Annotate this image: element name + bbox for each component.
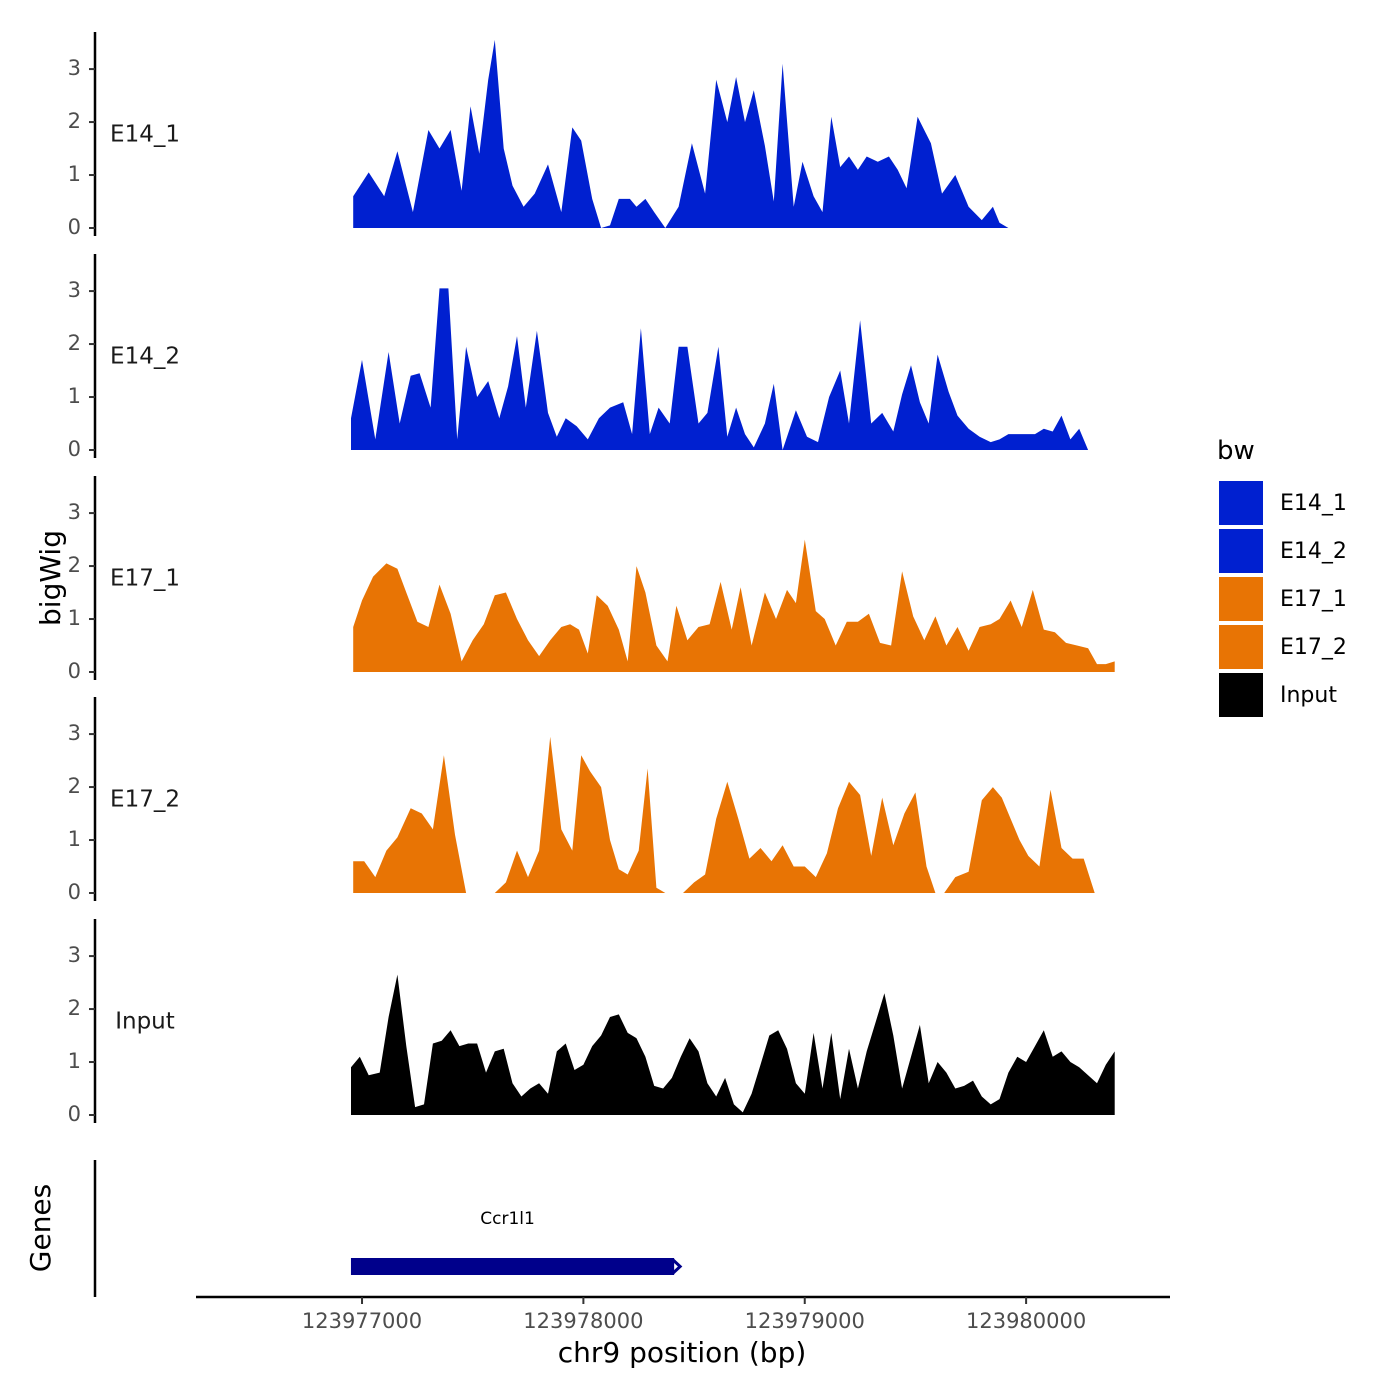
y-tick-label: 1	[68, 384, 81, 408]
legend-label-e17-1: E17_1	[1280, 587, 1347, 612]
legend-swatch-e17-1	[1217, 575, 1265, 623]
x-tick-label: 123977000	[302, 1309, 422, 1333]
y-tick-label: 0	[68, 659, 81, 683]
gene-label-ccr1l1: Ccr1l1	[480, 1209, 535, 1229]
track-e17-1: 0 1 2 3 E17_1	[68, 476, 1115, 683]
y-tick-label: 1	[68, 162, 81, 186]
area-e17-1	[353, 539, 1115, 672]
y-tick-label: 3	[68, 278, 81, 302]
x-tick-label: 123979000	[745, 1309, 865, 1333]
area-input	[351, 974, 1115, 1115]
gene-bar-ccr1l1	[350, 1258, 675, 1275]
x-axis: 123977000 123978000 123979000 123980000	[196, 1295, 1170, 1333]
track-label-e17-1: E17_1	[110, 566, 180, 592]
y-tick-label: 3	[68, 500, 81, 524]
y-tick-label: 0	[68, 1102, 81, 1126]
y-axis-title: bigWig	[34, 530, 67, 626]
y-tick-label: 1	[68, 606, 81, 630]
y-tick-label: 2	[68, 331, 81, 355]
genes-axis-title: Genes	[24, 1184, 57, 1272]
area-e14-1	[353, 39, 1115, 229]
y-tick-label: 3	[68, 721, 81, 745]
track-e17-2: 0 1 2 3 E17_2	[68, 697, 1115, 904]
track-label-e14-1: E14_1	[110, 122, 180, 148]
legend-title: bw	[1217, 436, 1255, 466]
gene-panel: Ccr1l1	[93, 1160, 683, 1297]
y-tick-label: 1	[68, 1049, 81, 1073]
legend-swatch-e14-2	[1217, 527, 1265, 575]
x-tick-label: 123978000	[523, 1309, 643, 1333]
track-label-e17-2: E17_2	[110, 787, 180, 813]
y-tick-label: 1	[68, 827, 81, 851]
x-axis-title: chr9 position (bp)	[558, 1336, 807, 1369]
y-tick-label: 2	[68, 109, 81, 133]
y-tick-label: 3	[68, 56, 81, 80]
legend-label-e17-2: E17_2	[1280, 635, 1347, 660]
legend-label-input: Input	[1280, 683, 1337, 708]
y-tick-label: 0	[68, 215, 81, 239]
track-input: 0 1 2 3 Input	[68, 919, 1115, 1126]
gene-strand-arrow	[672, 1258, 683, 1275]
legend-label-e14-1: E14_1	[1280, 491, 1347, 516]
x-tick-label: 123980000	[966, 1309, 1086, 1333]
y-tick-label: 0	[68, 437, 81, 461]
y-tick-label: 0	[68, 880, 81, 904]
coverage-tracks: 0 1 2 3 E14_1 0 1 2 3 E14_2 0 1 2 3 E17_1 0 1 2 3 E17_2 0 1 2 3…	[68, 32, 1115, 1126]
y-tick-label: 3	[68, 943, 81, 967]
y-tick-label: 2	[68, 553, 81, 577]
track-e14-1: 0 1 2 3 E14_1	[68, 32, 1115, 239]
track-label-e14-2: E14_2	[110, 344, 180, 370]
legend-label-e14-2: E14_2	[1280, 539, 1347, 564]
track-e14-2: 0 1 2 3 E14_2	[68, 254, 1115, 461]
legend-swatch-input	[1217, 671, 1265, 719]
y-tick-label: 2	[68, 996, 81, 1020]
legend: bw E14_1 E14_2 E17_1 E17_2 Input	[1217, 436, 1347, 719]
legend-swatch-e14-1	[1217, 479, 1265, 527]
area-e17-2	[353, 736, 1115, 893]
legend-swatch-e17-2	[1217, 623, 1265, 671]
area-e14-2	[351, 288, 1115, 450]
y-tick-label: 2	[68, 774, 81, 798]
track-label-input: Input	[115, 1009, 175, 1035]
